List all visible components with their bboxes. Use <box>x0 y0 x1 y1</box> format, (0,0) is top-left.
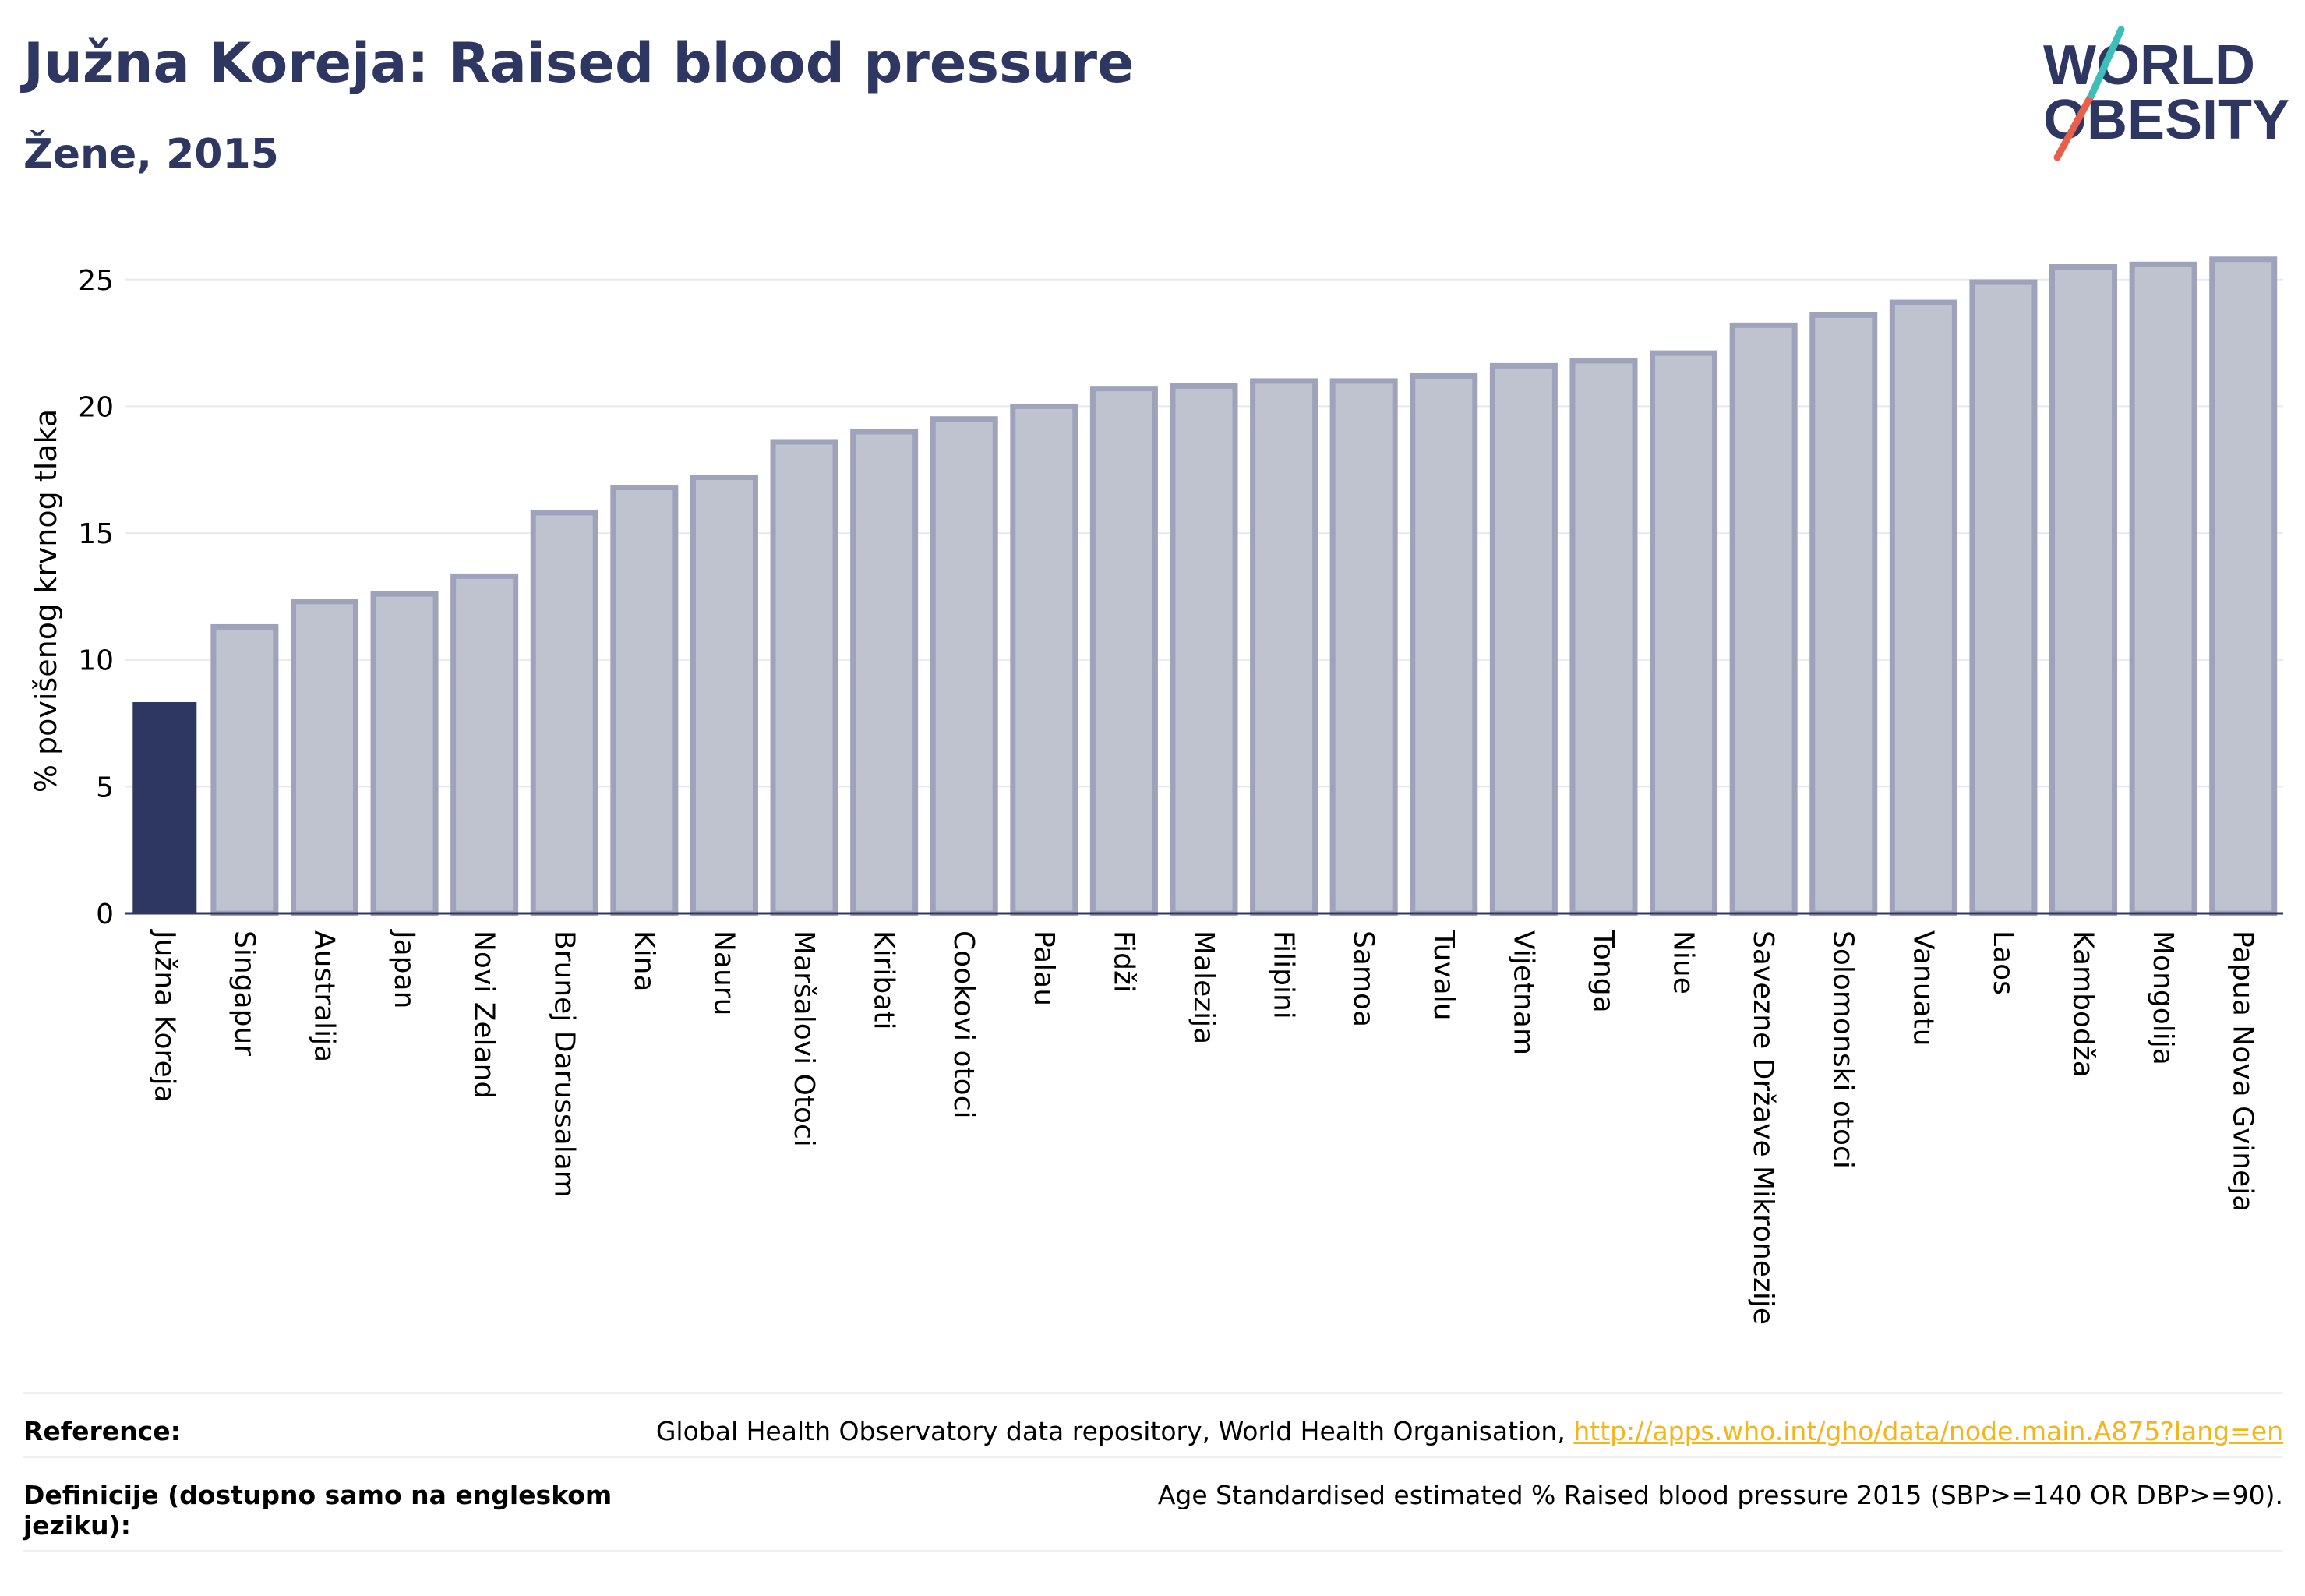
y-tick-label: 0 <box>96 899 114 930</box>
y-axis-label: % povišenog krvnog tlaka <box>29 409 63 793</box>
footer: Reference: Global Health Observatory dat… <box>23 1392 2283 1552</box>
bar <box>2129 261 2197 916</box>
bar <box>1650 350 1718 916</box>
bar <box>1329 378 1398 916</box>
bar <box>1969 279 2038 916</box>
definition-text: Age Standardised estimated % Raised bloo… <box>1157 1480 2283 1510</box>
x-tick-label: Novi Zeland <box>468 930 500 1099</box>
x-tick-label: Vijetnam <box>1507 930 1539 1055</box>
definition-label: Definicije (dostupno samo na engleskom j… <box>23 1480 612 1541</box>
x-tick-label: Južna Koreja <box>148 929 180 1103</box>
logo-line1: WORLD <box>2043 34 2255 97</box>
x-axis-labels: Južna Koreja Singapur Australija Japan Novi … <box>148 929 2258 1325</box>
bar <box>1089 386 1158 916</box>
y-tick-label: 20 <box>78 391 114 423</box>
bar <box>1729 322 1798 916</box>
y-tick-label: 15 <box>78 518 114 550</box>
y-tick-label: 10 <box>78 645 114 677</box>
bars <box>132 256 2278 916</box>
x-tick-label: Kiribati <box>868 930 900 1029</box>
bar-highlight <box>132 702 197 914</box>
x-tick-label: Tonga <box>1587 930 1619 1013</box>
x-tick-label: Australija <box>308 930 340 1062</box>
x-tick-label: Japan <box>388 929 420 1008</box>
bar-chart: 0 5 10 15 20 25 Južna Koreja Singapur Australij… <box>29 256 2283 1325</box>
bar <box>1809 312 1878 916</box>
x-tick-label: Kambodža <box>2067 930 2099 1078</box>
x-tick-label: Laos <box>1987 930 2019 995</box>
bar <box>1170 383 1238 916</box>
logo-line2: OBESITY <box>2043 89 2289 151</box>
x-tick-label: Samoa <box>1347 930 1379 1027</box>
bar <box>770 439 838 916</box>
bar <box>2209 256 2278 916</box>
reference-label: Reference: <box>23 1416 181 1446</box>
y-axis-ticks: 0 5 10 15 20 25 <box>78 265 114 930</box>
x-tick-label: Mongolija <box>2147 930 2179 1065</box>
x-tick-label: Cookovi otoci <box>948 930 980 1119</box>
bar <box>2049 264 2118 916</box>
bar <box>1569 358 1638 916</box>
logo-slash-coral <box>2053 91 2095 161</box>
reference-text: Global Health Observatory data repositor… <box>655 1416 1565 1446</box>
x-tick-label: Malezija <box>1188 930 1220 1044</box>
bar <box>450 573 519 916</box>
x-tick-label: Nauru <box>708 930 740 1015</box>
bar <box>1010 403 1078 916</box>
x-tick-label: Maršalovi Otoci <box>788 930 820 1147</box>
reference-row: Reference: Global Health Observatory dat… <box>23 1392 2283 1456</box>
reference-value: Global Health Observatory data repositor… <box>656 1416 2283 1446</box>
y-tick-label: 5 <box>96 772 114 803</box>
bar <box>930 416 998 916</box>
x-tick-label: Tuvalu <box>1428 930 1460 1021</box>
bar <box>1889 299 1957 916</box>
y-tick-label: 25 <box>78 265 114 297</box>
x-tick-label: Fidži <box>1107 930 1139 993</box>
x-tick-label: Niue <box>1668 930 1700 994</box>
page-title: Južna Koreja: Raised blood pressure <box>23 31 1135 95</box>
x-tick-label: Singapur <box>228 930 260 1056</box>
x-tick-label: Kina <box>628 930 660 992</box>
page-subtitle: Žene, 2015 <box>23 131 279 178</box>
x-tick-label: Solomonski otoci <box>1827 930 1859 1169</box>
bar <box>690 475 758 916</box>
bar <box>290 598 358 916</box>
definition-row: Definicije (dostupno samo na engleskom j… <box>23 1456 2283 1552</box>
x-tick-label: Filipini <box>1268 930 1300 1019</box>
bar <box>850 429 919 916</box>
bar <box>1250 378 1318 916</box>
x-tick-label: Papua Nova Gvineja <box>2227 930 2259 1212</box>
bar <box>370 591 439 916</box>
bar <box>210 623 279 916</box>
reference-link[interactable]: http://apps.who.int/gho/data/node.main.A… <box>1573 1416 2283 1446</box>
logo-slash-teal <box>2088 26 2125 99</box>
bar <box>1410 373 1478 916</box>
bar <box>1489 362 1558 916</box>
x-tick-label: Brunej Darussalam <box>548 930 580 1198</box>
x-tick-label: Palau <box>1028 930 1060 1006</box>
world-obesity-logo: WORLD OBESITY <box>2043 26 2289 161</box>
x-tick-label: Vanuatu <box>1907 930 1939 1047</box>
bar <box>530 510 598 916</box>
bar <box>610 485 679 916</box>
x-tick-label: Savezne Države Mikronezije <box>1747 930 1779 1325</box>
